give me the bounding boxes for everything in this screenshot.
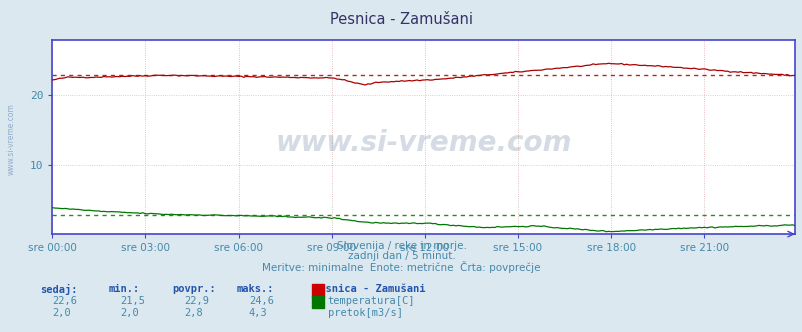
Text: 4,3: 4,3 bbox=[249, 308, 267, 318]
Text: Pesnica - Zamušani: Pesnica - Zamušani bbox=[330, 12, 472, 27]
Text: zadnji dan / 5 minut.: zadnji dan / 5 minut. bbox=[347, 251, 455, 261]
Text: 22,6: 22,6 bbox=[52, 296, 77, 306]
Text: 21,5: 21,5 bbox=[120, 296, 145, 306]
Text: Pesnica - Zamušani: Pesnica - Zamušani bbox=[313, 284, 425, 294]
Text: 2,8: 2,8 bbox=[184, 308, 203, 318]
Text: www.si-vreme.com: www.si-vreme.com bbox=[6, 104, 15, 175]
Text: pretok[m3/s]: pretok[m3/s] bbox=[327, 308, 402, 318]
Text: Meritve: minimalne  Enote: metrične  Črta: povprečje: Meritve: minimalne Enote: metrične Črta:… bbox=[262, 261, 540, 273]
Text: 22,9: 22,9 bbox=[184, 296, 209, 306]
Text: Slovenija / reke in morje.: Slovenija / reke in morje. bbox=[336, 241, 466, 251]
Text: 2,0: 2,0 bbox=[52, 308, 71, 318]
Text: min.:: min.: bbox=[108, 284, 140, 294]
Text: temperatura[C]: temperatura[C] bbox=[327, 296, 415, 306]
Text: maks.:: maks.: bbox=[237, 284, 274, 294]
Text: 2,0: 2,0 bbox=[120, 308, 139, 318]
Text: sedaj:: sedaj: bbox=[40, 284, 78, 295]
Text: povpr.:: povpr.: bbox=[172, 284, 216, 294]
Text: www.si-vreme.com: www.si-vreme.com bbox=[275, 129, 571, 157]
Text: 24,6: 24,6 bbox=[249, 296, 273, 306]
